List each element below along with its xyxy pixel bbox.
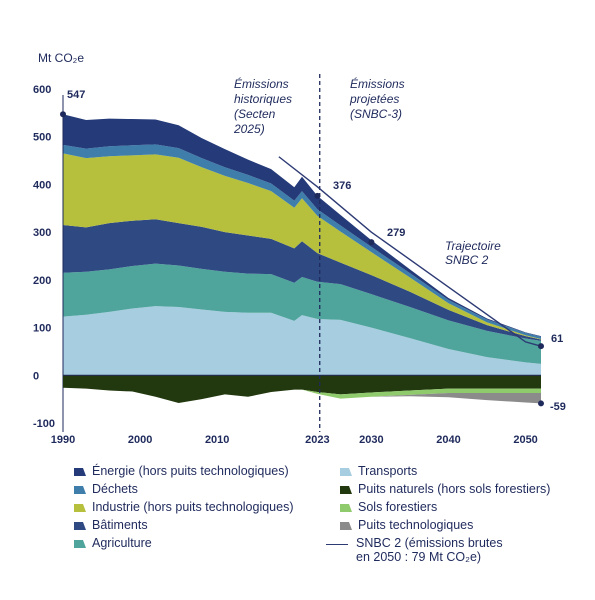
x-tick-label: 1990 — [51, 434, 75, 446]
x-tick-label: 2023 — [305, 434, 329, 446]
area-puits-naturels-hors-sols-forestiers- — [63, 375, 541, 403]
x-tick-label: 2050 — [513, 434, 537, 446]
annotation-historic-line-4: 2025) — [233, 122, 265, 136]
y-tick-label: 0 — [33, 370, 39, 382]
legend-item-transports: Transports — [340, 464, 550, 482]
legend-swatch — [74, 522, 86, 530]
y-tick-label: 400 — [33, 179, 51, 191]
net-emission-points — [60, 111, 544, 407]
y-tick-label: 300 — [33, 227, 51, 239]
annotation-snbc2-line-1: Trajectoire — [445, 239, 501, 253]
legend-line-swatch — [326, 544, 348, 545]
net-point — [538, 343, 544, 350]
legend-label: Énergie (hors puits technologiques) — [92, 464, 289, 478]
legend-item-dechets: Déchets — [74, 482, 294, 500]
area-industrie-hors-puits-technologiques- — [63, 153, 541, 340]
legend-swatch — [340, 522, 352, 530]
value-label-279: 279 — [387, 227, 405, 239]
x-tick-label: 2000 — [128, 434, 152, 446]
area-b-timents — [63, 219, 541, 341]
area--nergie-hors-puits-technologiques- — [63, 114, 541, 337]
legend-snbc2-line-1: SNBC 2 (émissions brutes — [356, 536, 503, 550]
legend-label: Agriculture — [92, 536, 152, 550]
annotation-historic: Émissions historiques (Secten 2025) — [233, 76, 292, 136]
y-axis-ticks: 600 500 400 300 200 100 0 -100 — [33, 84, 55, 430]
annotation-historic-line-1: Émissions — [234, 76, 289, 91]
area-puits-technologiques — [63, 387, 541, 404]
legend-item-sols-forestiers: Sols forestiers — [340, 500, 550, 518]
legend-item-snbc2: SNBC 2 (émissions brutes en 2050 : 79 Mt… — [326, 536, 550, 564]
area-transports — [63, 306, 541, 376]
legend-item-puits-naturels: Puits naturels (hors sols forestiers) — [340, 482, 550, 500]
x-tick-label: 2040 — [436, 434, 460, 446]
legend-item-agriculture: Agriculture — [74, 536, 294, 554]
stacked-areas — [62, 95, 541, 432]
annotation-projected-line-2: projetées — [349, 92, 399, 106]
legend-label: Industrie (hors puits technologiques) — [92, 500, 294, 514]
value-label-neg59: -59 — [550, 401, 566, 413]
value-label-61: 61 — [551, 333, 563, 345]
annotation-snbc2-line-2: SNBC 2 — [445, 253, 489, 267]
annotation-historic-line-2: historiques — [234, 92, 292, 106]
y-tick-label: 500 — [33, 132, 51, 144]
area-agriculture — [63, 263, 541, 364]
y-tick-label: 100 — [33, 323, 51, 335]
negative-areas — [63, 375, 541, 404]
legend-swatch — [74, 468, 86, 476]
annotation-projected-line-3: (SNBC-3) — [350, 107, 402, 121]
legend-swatch — [74, 540, 86, 548]
legend-label: Sols forestiers — [358, 500, 438, 514]
legend-swatch — [340, 504, 352, 512]
y-tick-label: 200 — [33, 275, 51, 287]
area-sols-forestiers — [63, 387, 541, 403]
y-tick-label: 600 — [33, 84, 51, 96]
x-tick-label: 2010 — [205, 434, 229, 446]
legend-snbc2-line-2: en 2050 : 79 Mt CO₂e) — [356, 550, 482, 564]
legend-item-batiments: Bâtiments — [74, 518, 294, 536]
net-point — [368, 239, 375, 246]
legend-snbc2-text: SNBC 2 (émissions brutes en 2050 : 79 Mt… — [356, 536, 503, 564]
legend-label: Transports — [358, 464, 418, 478]
y-tick-label: -100 — [33, 418, 55, 430]
legend-item-energie: Énergie (hors puits technologiques) — [74, 464, 294, 482]
x-tick-label: 2030 — [359, 434, 383, 446]
annotation-snbc2: Trajectoire SNBC 2 — [445, 239, 501, 267]
legend-item-puits-technologiques: Puits technologiques — [340, 518, 550, 536]
legend-column-left: Énergie (hors puits technologiques) Déch… — [74, 464, 294, 554]
unit-label: Mt CO₂e — [38, 51, 84, 65]
annotation-projected-line-1: Émissions — [350, 76, 405, 91]
legend-label: Bâtiments — [92, 518, 148, 532]
legend-swatch — [74, 486, 86, 494]
legend-label: Déchets — [92, 482, 138, 496]
legend-label: Puits naturels (hors sols forestiers) — [358, 482, 551, 496]
legend-swatch — [340, 486, 352, 494]
annotation-historic-line-3: (Secten — [234, 107, 276, 121]
net-point — [60, 111, 66, 118]
snbc2-trajectory-line — [278, 156, 542, 347]
annotation-projected: Émissions projetées (SNBC-3) — [349, 76, 405, 121]
legend-swatch — [74, 504, 86, 512]
x-axis-ticks: 1990 2000 2010 2023 2030 2040 2050 — [51, 434, 538, 446]
legend-column-right: Transports Puits naturels (hors sols for… — [326, 464, 550, 564]
net-point-negative — [538, 400, 544, 407]
net-point — [314, 192, 321, 199]
value-label-376: 376 — [333, 180, 351, 192]
value-label-547: 547 — [67, 89, 85, 101]
legend-item-industrie: Industrie (hors puits technologiques) — [74, 500, 294, 518]
legend-swatch — [340, 468, 352, 476]
legend-label: Puits technologiques — [358, 518, 474, 532]
